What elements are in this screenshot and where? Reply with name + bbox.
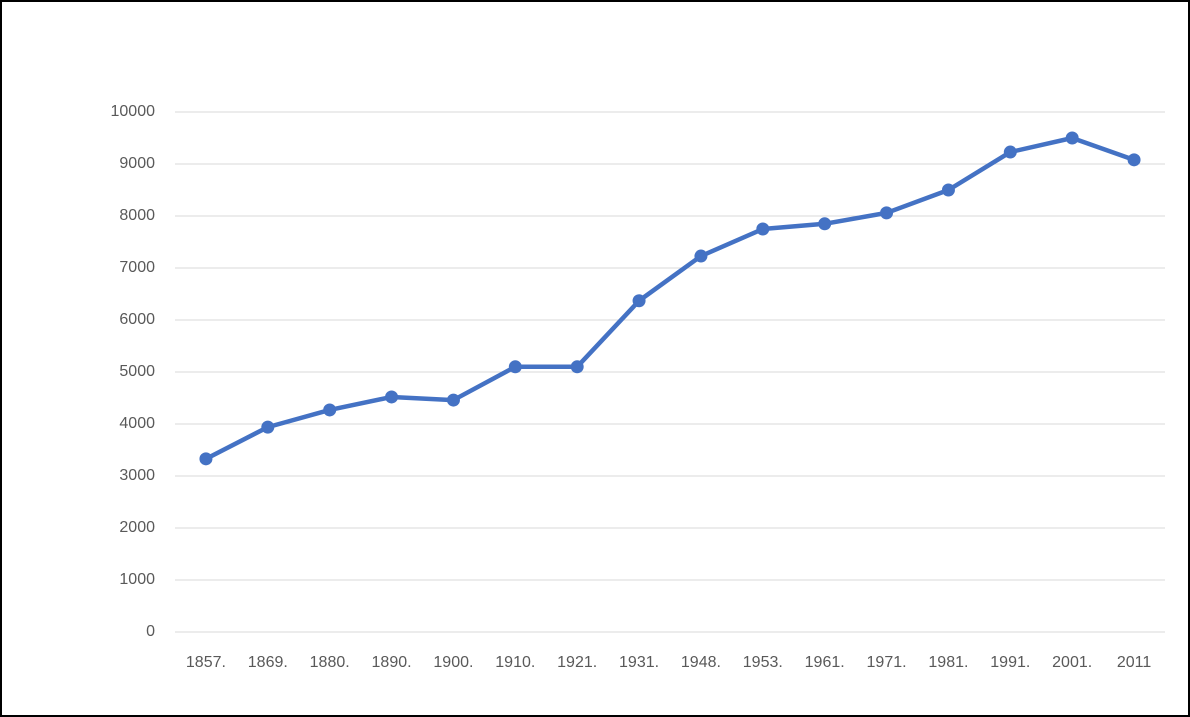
data-point xyxy=(1003,145,1017,159)
x-tick-label: 1981. xyxy=(928,654,968,671)
data-point xyxy=(446,393,460,407)
data-point xyxy=(1065,131,1079,145)
data-point xyxy=(323,403,337,417)
x-tick-label: 1961. xyxy=(805,654,845,671)
data-line xyxy=(203,135,1137,462)
data-point xyxy=(632,294,646,308)
y-tick-label: 9000 xyxy=(119,155,155,172)
y-tick-label: 1000 xyxy=(119,571,155,588)
x-tick-label: 1921. xyxy=(557,654,597,671)
x-tick-label: 1991. xyxy=(990,654,1030,671)
data-point xyxy=(941,183,955,197)
x-tick-label: 1971. xyxy=(867,654,907,671)
data-point xyxy=(570,360,584,374)
data-point xyxy=(385,390,399,404)
x-tick-label: 1869. xyxy=(248,654,288,671)
data-point xyxy=(694,249,708,263)
y-tick-label: 5000 xyxy=(119,363,155,380)
y-tick-label: 2000 xyxy=(119,519,155,536)
y-tick-label: 7000 xyxy=(119,259,155,276)
x-tick-label: 2001. xyxy=(1052,654,1092,671)
y-tick-label: 10000 xyxy=(111,103,156,120)
y-tick-label: 6000 xyxy=(119,311,155,328)
x-tick-label: 1880. xyxy=(310,654,350,671)
y-tick-label: 4000 xyxy=(119,415,155,432)
data-point xyxy=(1127,153,1141,167)
data-point xyxy=(508,360,522,374)
data-point xyxy=(880,206,894,220)
x-tick-label: 1931. xyxy=(619,654,659,671)
data-point xyxy=(261,420,275,434)
x-tick-label: 1857. xyxy=(186,654,226,671)
data-point xyxy=(818,217,832,231)
x-tick-label: 1900. xyxy=(433,654,473,671)
x-tick-label: 1953. xyxy=(743,654,783,671)
y-tick-label: 3000 xyxy=(119,467,155,484)
y-tick-label: 8000 xyxy=(119,207,155,224)
y-tick-label: 0 xyxy=(146,623,155,640)
x-tick-label: 2011 xyxy=(1117,654,1152,671)
data-point xyxy=(756,222,770,236)
x-tick-label: 1948. xyxy=(681,654,721,671)
x-tick-label: 1910. xyxy=(495,654,535,671)
x-tick-label: 1890. xyxy=(372,654,412,671)
data-point xyxy=(199,452,213,466)
